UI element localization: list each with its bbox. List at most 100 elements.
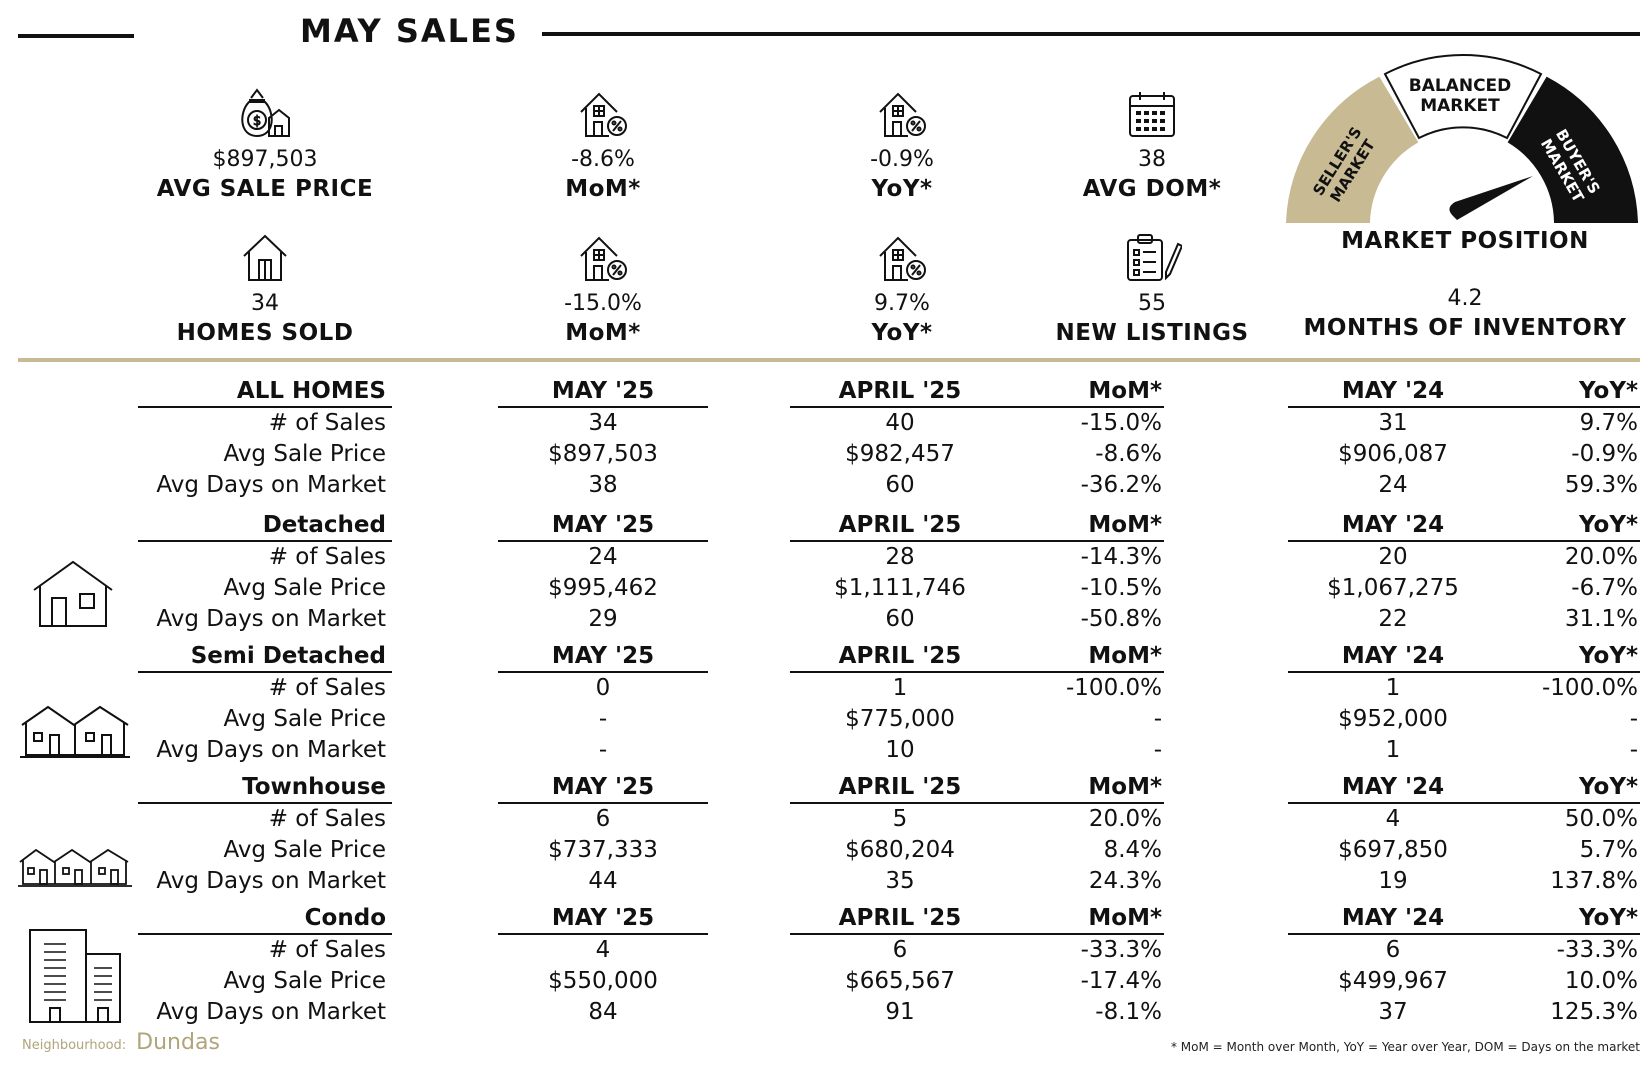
gauge-needle xyxy=(1449,176,1533,220)
cell-mom: -36.2% xyxy=(1080,472,1162,498)
cell-mom: -100.0% xyxy=(1066,675,1162,701)
column-header-last-year: MAY '24 xyxy=(1341,905,1445,931)
column-header-last-year: MAY '24 xyxy=(1341,774,1445,800)
cell-last-year: 1 xyxy=(1385,737,1401,763)
kpi-label: MoM* xyxy=(565,320,641,346)
cell-mom: -14.3% xyxy=(1080,544,1162,570)
calendar-icon xyxy=(1022,88,1282,146)
header-underline xyxy=(498,933,708,935)
kpi-value: -0.9% xyxy=(870,147,934,172)
cell-yoy: 50.0% xyxy=(1564,806,1638,832)
kpi-avg-sale-price: $ $897,503 AVG SALE PRICE xyxy=(135,88,395,204)
column-header-current: MAY '25 xyxy=(551,905,655,931)
cell-previous: 10 xyxy=(885,737,915,763)
kpi-sold-yoy: 9.7% YoY* xyxy=(772,232,1032,348)
kpi-label: AVG DOM* xyxy=(1082,176,1222,202)
kpi-value: 38 xyxy=(1138,147,1166,172)
cell-current: $737,333 xyxy=(548,837,658,863)
header-underline xyxy=(138,802,392,804)
cell-mom: -15.0% xyxy=(1080,410,1162,436)
gauge-balanced-line1: BALANCED xyxy=(1408,76,1512,96)
market-position-gauge xyxy=(1285,54,1639,223)
header-underline xyxy=(498,406,708,408)
header-underline xyxy=(498,671,708,673)
header-underline xyxy=(790,933,1164,935)
house-icon xyxy=(135,232,395,290)
cell-mom: - xyxy=(1153,737,1162,763)
cell-current: 84 xyxy=(588,999,618,1025)
cell-current: 6 xyxy=(595,806,611,832)
kpi-label: YoY* xyxy=(871,176,933,202)
section-title: ALL HOMES xyxy=(236,378,386,404)
kpi-value: $897,503 xyxy=(212,147,318,172)
row-metric-label: Avg Days on Market xyxy=(156,737,386,763)
cell-current: 4 xyxy=(595,937,611,963)
column-header-yoy: YoY* xyxy=(1578,774,1638,800)
column-header-yoy: YoY* xyxy=(1578,643,1638,669)
column-header-previous: APRIL '25 xyxy=(838,512,962,538)
column-header-yoy: YoY* xyxy=(1578,512,1638,538)
cell-mom: -17.4% xyxy=(1080,968,1162,994)
cell-yoy: -6.7% xyxy=(1571,575,1638,601)
header-underline xyxy=(790,802,1164,804)
section-title: Condo xyxy=(304,905,386,931)
cell-mom: 20.0% xyxy=(1088,806,1162,832)
header-underline xyxy=(790,406,1164,408)
kpi-label: NEW LISTINGS xyxy=(1055,320,1249,346)
clipboard-pencil-icon xyxy=(1022,232,1282,290)
cell-last-year: 20 xyxy=(1378,544,1408,570)
condo-building-icon xyxy=(29,929,121,1023)
row-metric-label: Avg Sale Price xyxy=(223,968,386,994)
cell-last-year: 37 xyxy=(1378,999,1408,1025)
svg-text:$: $ xyxy=(253,114,261,129)
detached-house-icon xyxy=(33,560,113,627)
cell-previous: $1,111,746 xyxy=(834,575,966,601)
row-metric-label: Avg Days on Market xyxy=(156,999,386,1025)
money-bag-house-icon: $ xyxy=(135,88,395,146)
header-underline xyxy=(498,540,708,542)
column-header-current: MAY '25 xyxy=(551,643,655,669)
kpi-value: -15.0% xyxy=(564,291,642,316)
column-header-yoy: YoY* xyxy=(1578,378,1638,404)
kpi-homes-sold: 34 HOMES SOLD xyxy=(135,232,395,348)
cell-previous: 5 xyxy=(892,806,908,832)
cell-current: $995,462 xyxy=(548,575,658,601)
cell-yoy: 59.3% xyxy=(1564,472,1638,498)
kpi-label: HOMES SOLD xyxy=(176,320,354,346)
kpi-new-listings: 55 NEW LISTINGS xyxy=(1022,232,1282,348)
months-inventory-value: 4.2 xyxy=(1447,286,1483,311)
column-header-previous: APRIL '25 xyxy=(838,378,962,404)
row-metric-label: Avg Days on Market xyxy=(156,606,386,632)
cell-previous: 60 xyxy=(885,472,915,498)
header-underline xyxy=(1288,406,1640,408)
kpi-value: -8.6% xyxy=(571,147,635,172)
kpi-price-mom: -8.6% MoM* xyxy=(473,88,733,204)
column-header-last-year: MAY '24 xyxy=(1341,512,1445,538)
title-rule-left xyxy=(18,34,134,38)
gauge-balanced-segment xyxy=(1383,54,1543,140)
header-underline xyxy=(138,671,392,673)
cell-current: - xyxy=(598,706,608,732)
column-header-last-year: MAY '24 xyxy=(1341,378,1445,404)
kpi-label: AVG SALE PRICE xyxy=(156,176,374,202)
gauge-title: MARKET POSITION xyxy=(1341,228,1589,254)
cell-current: 44 xyxy=(588,868,618,894)
cell-previous: 35 xyxy=(885,868,915,894)
header-underline xyxy=(138,406,392,408)
house-percent-icon xyxy=(473,88,733,146)
cell-last-year: 1 xyxy=(1385,675,1401,701)
column-header-current: MAY '25 xyxy=(551,378,655,404)
gauge-seller-segment xyxy=(1285,76,1419,223)
row-metric-label: Avg Sale Price xyxy=(223,706,386,732)
cell-previous: $775,000 xyxy=(845,706,955,732)
cell-mom: -8.6% xyxy=(1095,441,1162,467)
row-metric-label: Avg Sale Price xyxy=(223,837,386,863)
semi-detached-house-icon xyxy=(20,705,130,758)
column-header-mom: MoM* xyxy=(1088,512,1162,538)
kpi-value: 55 xyxy=(1138,291,1166,316)
cell-last-year: 22 xyxy=(1378,606,1408,632)
column-header-current: MAY '25 xyxy=(551,512,655,538)
house-percent-icon xyxy=(473,232,733,290)
gauge-balanced-line2: MARKET xyxy=(1420,96,1500,116)
column-header-yoy: YoY* xyxy=(1578,905,1638,931)
